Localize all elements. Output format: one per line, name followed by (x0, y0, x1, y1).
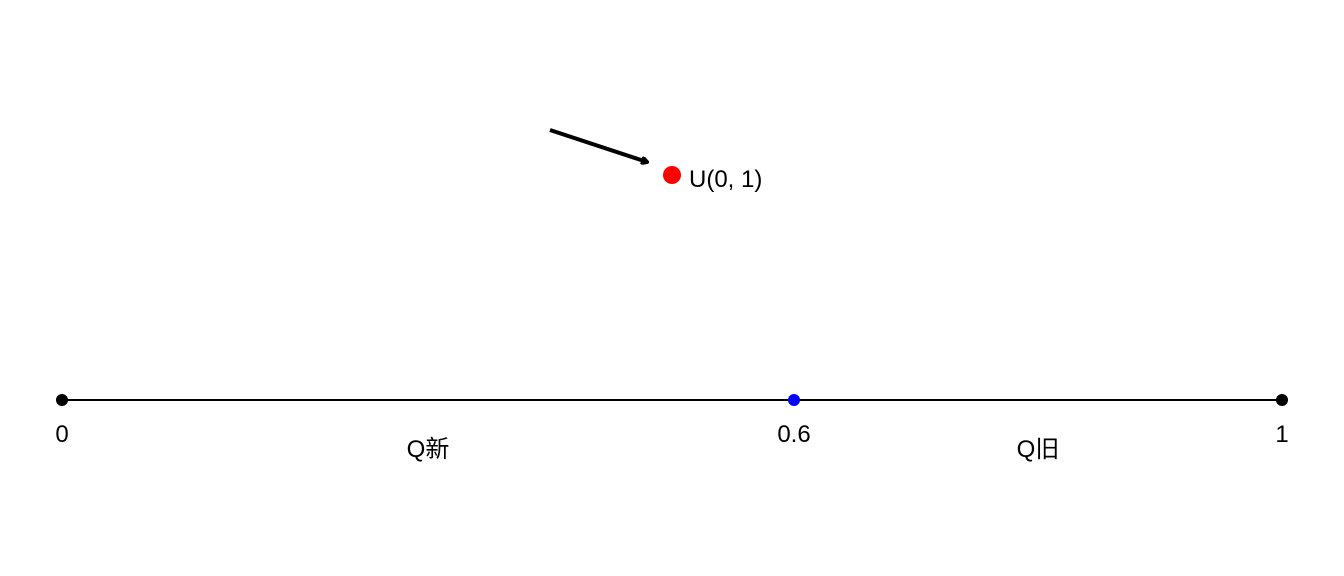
tick-label-0: 0 (55, 421, 68, 448)
region-labels: Q新 Q旧 (407, 436, 1060, 463)
region-label-0: Q新 (407, 436, 450, 463)
tick-label-2: 1 (1275, 421, 1288, 448)
sample-point-dot (663, 166, 681, 184)
tick-point-1 (788, 394, 800, 406)
number-line-ticks: 0 0.6 1 (55, 394, 1289, 448)
region-label-1: Q旧 (1017, 436, 1060, 463)
sample-point-label: U(0, 1) (689, 166, 762, 193)
pointer-arrow-icon (549, 128, 647, 162)
tick-point-2 (1276, 394, 1288, 406)
tick-label-1: 0.6 (777, 421, 810, 448)
tick-point-0 (56, 394, 68, 406)
